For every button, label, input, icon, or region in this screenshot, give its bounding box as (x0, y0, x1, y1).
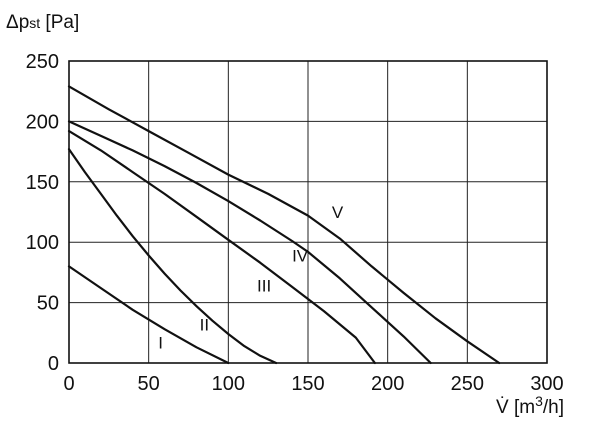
curve-label-iv: IV (292, 247, 309, 266)
x-tick-label: 100 (212, 373, 245, 395)
x-tick-label: 250 (451, 373, 484, 395)
x-axis-title: V̇ [m3/h] (496, 393, 564, 418)
series-line-iv (67, 120, 432, 365)
x-tick-label: 300 (530, 373, 563, 395)
x-axis-unit-sup: 3 (535, 393, 543, 409)
x-tick-label: 150 (291, 373, 324, 395)
y-tick-label: 250 (26, 51, 59, 73)
x-axis-unit-prefix: [m (509, 397, 535, 418)
curve-label-i: I (158, 334, 163, 353)
tick-labels: 0 50 100 150 200 250 300 0 50 100 150 200 250 (26, 51, 564, 395)
x-axis-unit-suffix: /h] (543, 397, 564, 418)
x-axis-symbol: V̇ (496, 397, 509, 418)
x-tick-label: 50 (138, 373, 160, 395)
curve-label-v: V (332, 203, 344, 222)
y-tick-label: 50 (37, 293, 59, 315)
plot-frame (68, 60, 548, 364)
curve-label-ii: II (200, 315, 209, 334)
grid (68, 60, 548, 364)
y-axis-symbol: Δp (6, 12, 29, 33)
series-line-i (67, 265, 230, 365)
x-tick-label: 0 (63, 373, 74, 395)
y-tick-label: 100 (26, 232, 59, 254)
y-tick-label: 0 (48, 353, 59, 375)
y-axis-subscript: st (29, 15, 40, 31)
y-tick-label: 200 (26, 111, 59, 133)
series-line-v (67, 85, 501, 365)
series-line-iii (67, 130, 376, 365)
y-tick-label: 150 (26, 172, 59, 194)
curve-label-iii: III (257, 277, 271, 296)
y-axis-title: Δpst [Pa] (6, 12, 79, 33)
series-line-ii (67, 148, 278, 365)
x-tick-label: 200 (371, 373, 404, 395)
series-layer (67, 85, 501, 365)
y-axis-unit: [Pa] (40, 12, 79, 33)
